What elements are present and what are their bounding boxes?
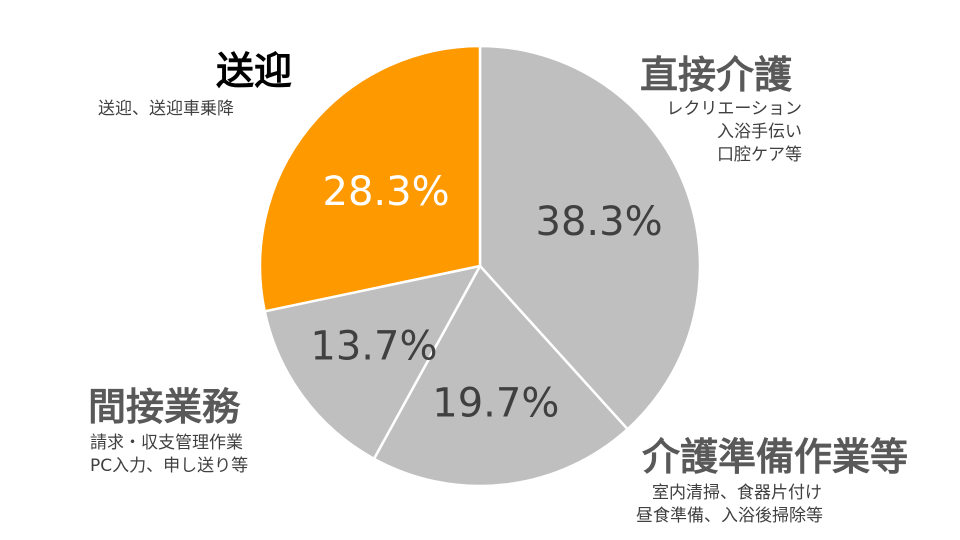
detail-line: レクリエーション — [666, 99, 802, 119]
pie-slice — [263, 264, 482, 461]
percent-label: 13.7% — [310, 324, 437, 370]
detail-line: PC入力、申し送り等 — [90, 456, 249, 476]
detail-line: 室内清掃、食器片付け — [652, 483, 822, 503]
category-label-direct-care: 直接介護 — [640, 53, 793, 97]
percent-label: 19.7% — [432, 380, 559, 426]
pie-slices — [258, 44, 702, 488]
pie-slice — [478, 44, 702, 431]
category-details-care-prep: 室内清掃、食器片付け 昼食準備、入浴後掃除等 — [636, 482, 823, 528]
category-details-indirect: 請求・収支管理作業 PC入力、申し送り等 — [90, 432, 248, 478]
percent-label: 38.3% — [536, 199, 663, 245]
percent-labels: 38.3% 19.7% 13.7% 28.3% — [310, 169, 662, 427]
percent-label: 28.3% — [323, 169, 450, 215]
pie-slice — [258, 44, 482, 313]
category-details-transport: 送迎、送迎車乗降 — [98, 98, 234, 121]
detail-line: 請求・収支管理作業 — [90, 433, 243, 453]
detail-line: 送迎、送迎車乗降 — [98, 99, 234, 119]
pie-slice — [372, 264, 629, 488]
detail-line: 昼食準備、入浴後掃除等 — [636, 506, 823, 526]
detail-line: 口腔ケア等 — [717, 145, 802, 165]
category-label-transport: 送迎 — [216, 49, 293, 93]
category-label-care-prep: 介護準備作業等 — [642, 435, 909, 479]
category-label-indirect: 間接業務 — [88, 385, 241, 429]
category-details-direct-care: レクリエーション 入浴手伝い 口腔ケア等 — [666, 98, 802, 167]
detail-line: 入浴手伝い — [717, 122, 802, 142]
